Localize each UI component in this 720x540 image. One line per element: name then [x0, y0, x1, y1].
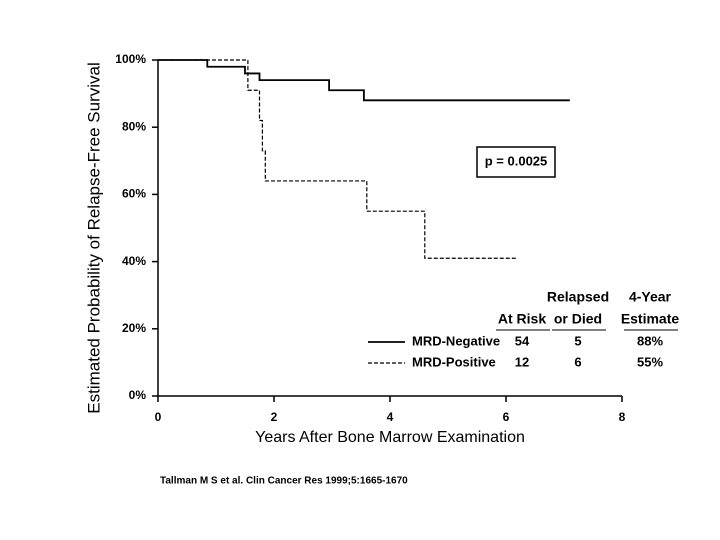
table-header: Estimate [621, 311, 680, 327]
table-header: At Risk [498, 311, 546, 327]
at-risk: 12 [515, 354, 529, 369]
y-tick-label: 60% [122, 187, 146, 201]
relapsed-or-died: 6 [574, 354, 581, 369]
y-tick-label: 80% [122, 119, 146, 133]
y-tick-label: 20% [122, 321, 146, 335]
x-axis-label: Years After Bone Marrow Examination [255, 429, 525, 446]
annotation-box [476, 146, 556, 178]
citation: Tallman M S et al. Clin Cancer Res 1999;… [160, 476, 408, 487]
relapsed-or-died: 5 [574, 333, 581, 348]
four-year-estimate: 55% [637, 354, 663, 369]
x-tick-label: 8 [619, 410, 626, 424]
x-tick-label: 6 [503, 410, 510, 424]
y-axis-label: Estimated Probability of Relapse-Free Su… [84, 62, 103, 413]
y-tick-label: 100% [115, 52, 146, 66]
legend-label: MRD-Positive [412, 354, 496, 369]
x-tick-label: 2 [271, 410, 278, 424]
y-tick-label: 40% [122, 254, 146, 268]
four-year-estimate: 88% [637, 333, 663, 348]
x-tick-label: 0 [155, 410, 162, 424]
table-header: Relapsed [547, 289, 609, 305]
annotation: p = 0.0025 [485, 153, 548, 168]
table-header: 4-Year [629, 289, 672, 305]
at-risk: 54 [515, 333, 530, 348]
survival-line [158, 59, 518, 259]
survival-line [158, 59, 570, 102]
x-tick-label: 4 [387, 410, 394, 424]
table-header: or Died [554, 311, 602, 327]
y-tick-label: 0% [129, 388, 147, 402]
legend-label: MRD-Negative [412, 333, 500, 348]
